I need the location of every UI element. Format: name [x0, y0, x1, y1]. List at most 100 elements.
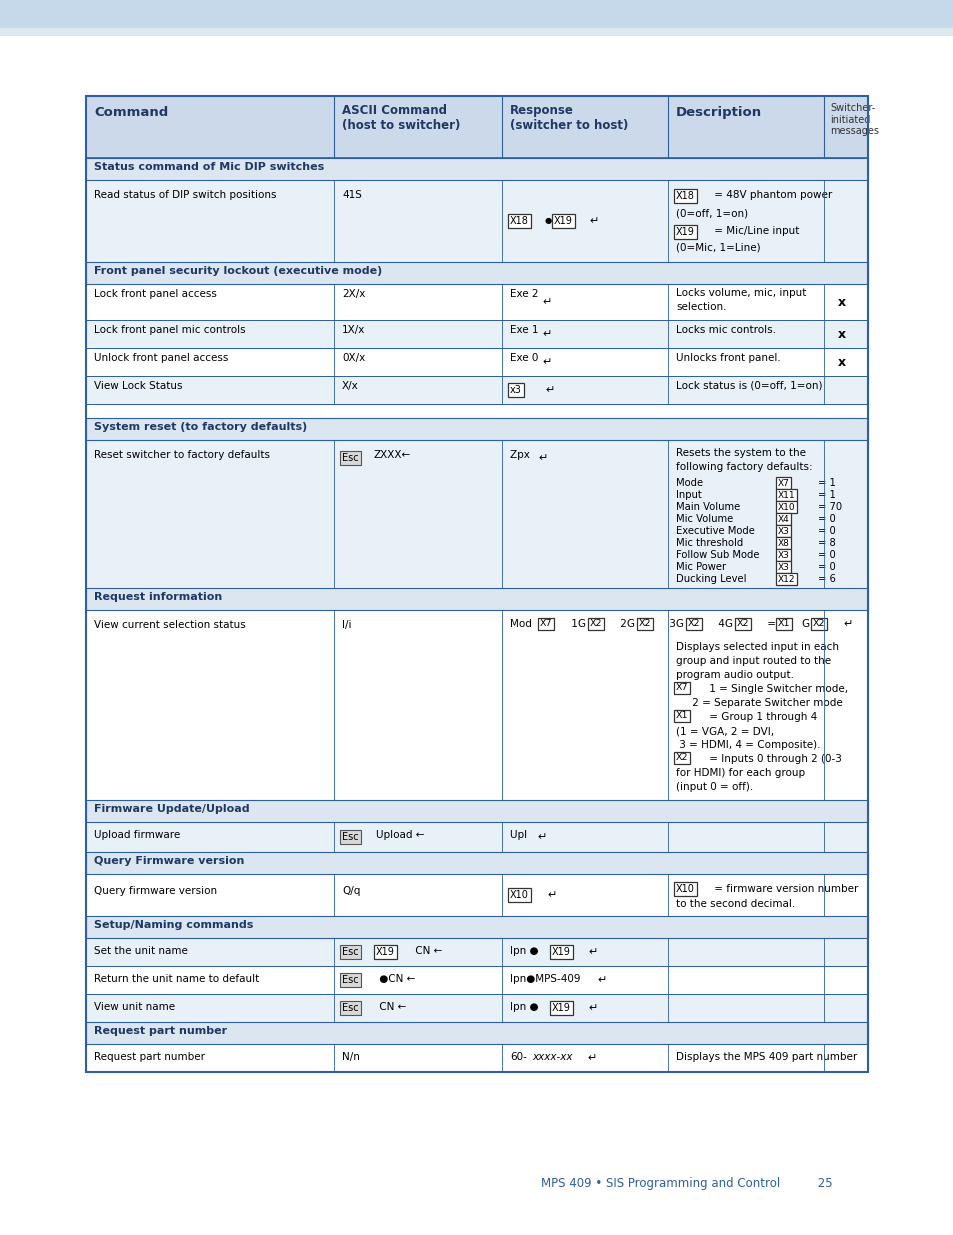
- Text: Setup/Naming commands: Setup/Naming commands: [94, 920, 253, 930]
- Text: Q/q: Q/q: [341, 885, 360, 897]
- Text: X19: X19: [552, 1003, 570, 1013]
- Text: X2: X2: [676, 753, 688, 762]
- Bar: [86, 96, 867, 1072]
- Text: Unlock front panel access: Unlock front panel access: [94, 353, 228, 363]
- Text: = 0: = 0: [817, 526, 835, 536]
- Text: View unit name: View unit name: [94, 1002, 175, 1011]
- Text: Query Firmware version: Query Firmware version: [94, 856, 244, 866]
- Text: X10: X10: [676, 884, 694, 894]
- Text: = 0: = 0: [817, 550, 835, 559]
- Text: x: x: [837, 295, 845, 309]
- Text: Description: Description: [676, 106, 761, 119]
- Text: Displays the MPS 409 part number: Displays the MPS 409 part number: [676, 1052, 857, 1062]
- Text: View Lock Status: View Lock Status: [94, 382, 182, 391]
- Text: for HDMI) for each group: for HDMI) for each group: [676, 768, 804, 778]
- Text: = 48V phantom power: = 48V phantom power: [710, 190, 831, 200]
- Text: Set the unit name: Set the unit name: [94, 946, 188, 956]
- Text: 2G: 2G: [617, 619, 638, 629]
- Text: 0X/x: 0X/x: [341, 353, 365, 363]
- Bar: [86, 588, 867, 610]
- Text: X10: X10: [778, 503, 795, 511]
- Text: to the second decimal.: to the second decimal.: [676, 899, 795, 909]
- Text: X11: X11: [778, 490, 795, 499]
- Text: Status command of Mic DIP switches: Status command of Mic DIP switches: [94, 162, 324, 172]
- Text: ↵: ↵: [537, 832, 546, 842]
- Text: Switcher-
initiated
messages: Switcher- initiated messages: [829, 103, 878, 136]
- Text: 41S: 41S: [341, 190, 361, 200]
- Bar: [0, 28, 953, 36]
- Bar: [86, 440, 867, 588]
- Text: X3: X3: [778, 551, 789, 559]
- Text: Mic threshold: Mic threshold: [676, 538, 742, 548]
- Text: Locks volume, mic, input: Locks volume, mic, input: [676, 288, 805, 298]
- Text: 2X/x: 2X/x: [341, 289, 365, 299]
- Text: Main Volume: Main Volume: [676, 501, 740, 513]
- Text: x3: x3: [510, 385, 521, 395]
- Bar: [86, 348, 867, 375]
- Text: X19: X19: [552, 947, 570, 957]
- Bar: [0, 0, 953, 28]
- Text: ↵: ↵: [587, 1003, 597, 1013]
- Text: 3 = HDMI, 4 = Composite).: 3 = HDMI, 4 = Composite).: [676, 740, 820, 750]
- Text: Upl: Upl: [510, 830, 530, 840]
- Text: Esc: Esc: [341, 1003, 358, 1013]
- Bar: [86, 852, 867, 874]
- Bar: [86, 966, 867, 994]
- Text: Mode: Mode: [676, 478, 702, 488]
- Text: Firmware Update/Upload: Firmware Update/Upload: [94, 804, 250, 814]
- Bar: [86, 874, 867, 916]
- Bar: [86, 375, 867, 404]
- Bar: [86, 284, 867, 320]
- Text: = 6: = 6: [817, 574, 835, 584]
- Text: = Mic/Line input: = Mic/Line input: [710, 226, 799, 236]
- Text: Mic Power: Mic Power: [676, 562, 725, 572]
- Bar: [86, 916, 867, 939]
- Text: Esc: Esc: [341, 453, 358, 463]
- Bar: [86, 320, 867, 348]
- Text: Ducking Level: Ducking Level: [676, 574, 745, 584]
- Text: Request part number: Request part number: [94, 1052, 205, 1062]
- Text: Upload ←: Upload ←: [375, 830, 424, 840]
- Text: X7: X7: [539, 620, 552, 629]
- Text: ↵: ↵: [544, 385, 554, 395]
- Text: = 0: = 0: [817, 562, 835, 572]
- Text: Ipn●MPS-409: Ipn●MPS-409: [510, 974, 579, 984]
- Bar: [86, 180, 867, 262]
- Text: x: x: [837, 327, 845, 341]
- Text: I/i: I/i: [341, 620, 351, 630]
- Text: ↵: ↵: [537, 453, 547, 463]
- Text: = 8: = 8: [817, 538, 835, 548]
- Text: Lock front panel mic controls: Lock front panel mic controls: [94, 325, 245, 335]
- Text: = 1: = 1: [817, 490, 835, 500]
- Bar: [86, 158, 867, 180]
- Text: X2: X2: [687, 620, 700, 629]
- Text: Return the unit name to default: Return the unit name to default: [94, 974, 259, 984]
- Text: ZXXX←: ZXXX←: [374, 450, 411, 459]
- Text: Exe 1: Exe 1: [510, 325, 537, 335]
- Text: Command: Command: [94, 106, 168, 119]
- Text: Read status of DIP switch positions: Read status of DIP switch positions: [94, 190, 276, 200]
- Text: X10: X10: [510, 890, 528, 900]
- Text: X2: X2: [737, 620, 749, 629]
- Text: (0=off, 1=on): (0=off, 1=on): [676, 207, 747, 219]
- Text: Esc: Esc: [341, 974, 358, 986]
- Text: X1: X1: [676, 711, 688, 720]
- Text: ↵: ↵: [541, 329, 551, 338]
- Text: ↵: ↵: [597, 974, 606, 986]
- Text: ↵: ↵: [586, 1053, 596, 1063]
- Text: Displays selected input in each: Displays selected input in each: [676, 642, 838, 652]
- Text: X12: X12: [778, 574, 795, 583]
- Text: ●: ●: [544, 216, 552, 226]
- Text: Ipn ●: Ipn ●: [510, 946, 537, 956]
- Text: X3: X3: [778, 526, 789, 536]
- Text: 60-: 60-: [510, 1052, 526, 1062]
- Bar: [86, 1044, 867, 1072]
- Text: X8: X8: [778, 538, 789, 547]
- Text: 1X/x: 1X/x: [341, 325, 365, 335]
- Text: Mic Volume: Mic Volume: [676, 514, 733, 524]
- Bar: [86, 939, 867, 966]
- Text: Upload firmware: Upload firmware: [94, 830, 180, 840]
- Bar: [86, 823, 867, 852]
- Text: Front panel security lockout (executive mode): Front panel security lockout (executive …: [94, 266, 382, 275]
- Text: Response
(switcher to host): Response (switcher to host): [510, 104, 628, 132]
